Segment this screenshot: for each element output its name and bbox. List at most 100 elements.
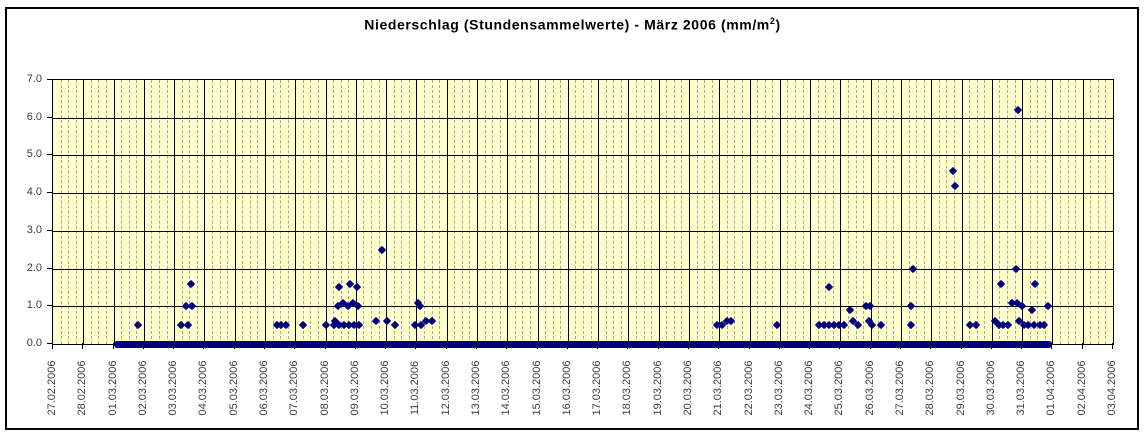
value-gridline xyxy=(53,268,1113,270)
minor-gridline xyxy=(666,80,668,344)
y-tick xyxy=(47,229,52,231)
minor-gridline xyxy=(461,80,463,344)
minor-gridline xyxy=(560,80,562,344)
data-point-marker xyxy=(298,320,308,330)
x-tick xyxy=(264,343,265,349)
day-gridline xyxy=(1082,80,1084,344)
y-tick-label: 1.0 xyxy=(26,299,42,312)
x-tick xyxy=(809,343,811,349)
minor-gridline xyxy=(734,80,736,344)
day-gridline xyxy=(931,80,933,344)
x-tick xyxy=(657,343,659,349)
minor-gridline xyxy=(530,80,531,344)
minor-gridline xyxy=(469,80,471,344)
y-tick xyxy=(47,343,52,344)
x-tick xyxy=(506,343,508,349)
x-tick-label: 09.03.2006 xyxy=(348,360,361,416)
x-tick-label: 28.03.2006 xyxy=(924,360,937,416)
day-gridline xyxy=(537,80,539,344)
y-tick xyxy=(47,192,52,194)
x-tick xyxy=(142,343,144,349)
x-tick xyxy=(1051,343,1053,349)
minor-gridline xyxy=(954,80,955,344)
x-tick-label: 16.03.2006 xyxy=(560,360,573,416)
y-tick xyxy=(47,154,52,156)
minor-gridline xyxy=(1067,80,1069,344)
day-gridline xyxy=(961,80,963,344)
minor-gridline xyxy=(302,80,304,344)
minor-gridline xyxy=(552,80,554,344)
x-tick xyxy=(385,343,387,349)
minor-gridline xyxy=(802,80,804,344)
value-gridline xyxy=(53,306,1113,308)
day-gridline xyxy=(658,80,660,344)
day-gridline xyxy=(416,80,418,344)
minor-gridline xyxy=(1029,80,1031,344)
minor-gridline xyxy=(514,80,516,344)
value-gridline xyxy=(53,193,1113,195)
minor-gridline xyxy=(1007,80,1008,344)
x-tick-label: 07.03.2006 xyxy=(288,360,301,416)
minor-gridline xyxy=(575,80,577,344)
data-point-marker xyxy=(187,279,196,288)
day-gridline xyxy=(901,80,902,344)
minor-gridline xyxy=(280,80,282,344)
minor-gridline xyxy=(1097,80,1099,344)
day-gridline xyxy=(870,80,872,344)
day-gridline xyxy=(477,80,478,344)
minor-gridline xyxy=(726,80,728,344)
x-tick-label: 28.02.2006 xyxy=(76,360,89,416)
minor-gridline xyxy=(60,80,62,344)
x-tick-label: 23.03.2006 xyxy=(772,360,785,416)
minor-gridline xyxy=(90,80,92,344)
chart-title-text: Niederschlag (Stundensammelwerte) - März… xyxy=(364,16,770,33)
x-tick xyxy=(930,343,932,349)
chart-border xyxy=(5,7,1139,430)
y-tick-label: 5.0 xyxy=(26,148,42,161)
data-point-marker xyxy=(1017,302,1027,311)
minor-gridline xyxy=(159,80,160,344)
x-tick-label: 24.03.2006 xyxy=(803,360,816,416)
day-gridline xyxy=(386,80,388,344)
minor-gridline xyxy=(287,80,289,344)
x-tick xyxy=(688,343,689,349)
day-gridline xyxy=(204,80,206,344)
chart-title-superscript: 2 xyxy=(769,16,776,26)
x-tick xyxy=(566,343,568,349)
minor-gridline xyxy=(772,80,774,344)
x-tick xyxy=(1112,343,1113,349)
x-tick-label: 27.03.2006 xyxy=(894,360,906,416)
minor-gridline xyxy=(249,80,251,344)
x-tick xyxy=(627,343,629,349)
minor-gridline xyxy=(984,80,986,344)
minor-gridline xyxy=(969,80,971,344)
minor-gridline xyxy=(825,80,827,344)
minor-gridline xyxy=(878,80,880,344)
x-tick xyxy=(748,343,750,349)
minor-gridline xyxy=(166,80,168,344)
day-gridline xyxy=(174,80,176,344)
minor-gridline xyxy=(1105,80,1107,344)
x-tick-label: 05.03.2006 xyxy=(227,360,240,416)
day-gridline xyxy=(234,80,236,344)
x-tick-label: 31.03.2006 xyxy=(1015,360,1028,416)
data-point-marker xyxy=(949,166,958,175)
minor-gridline xyxy=(431,80,433,344)
x-tick xyxy=(476,343,477,349)
day-gridline xyxy=(143,80,145,344)
x-tick-label: 26.03.2006 xyxy=(863,360,876,416)
x-tick-label: 21.03.2006 xyxy=(712,360,725,416)
minor-gridline xyxy=(704,80,706,344)
x-tick-label: 01.04.2006 xyxy=(1045,360,1058,416)
minor-gridline xyxy=(68,80,70,344)
data-point-marker xyxy=(1003,320,1013,330)
minor-gridline xyxy=(605,80,607,344)
x-tick xyxy=(839,343,841,349)
x-tick xyxy=(415,343,417,349)
x-tick xyxy=(445,343,447,349)
minor-gridline xyxy=(681,80,683,344)
minor-gridline xyxy=(128,80,130,344)
minor-gridline xyxy=(492,80,494,344)
x-tick-label: 03.03.2006 xyxy=(167,360,180,416)
data-point-marker xyxy=(353,302,362,311)
